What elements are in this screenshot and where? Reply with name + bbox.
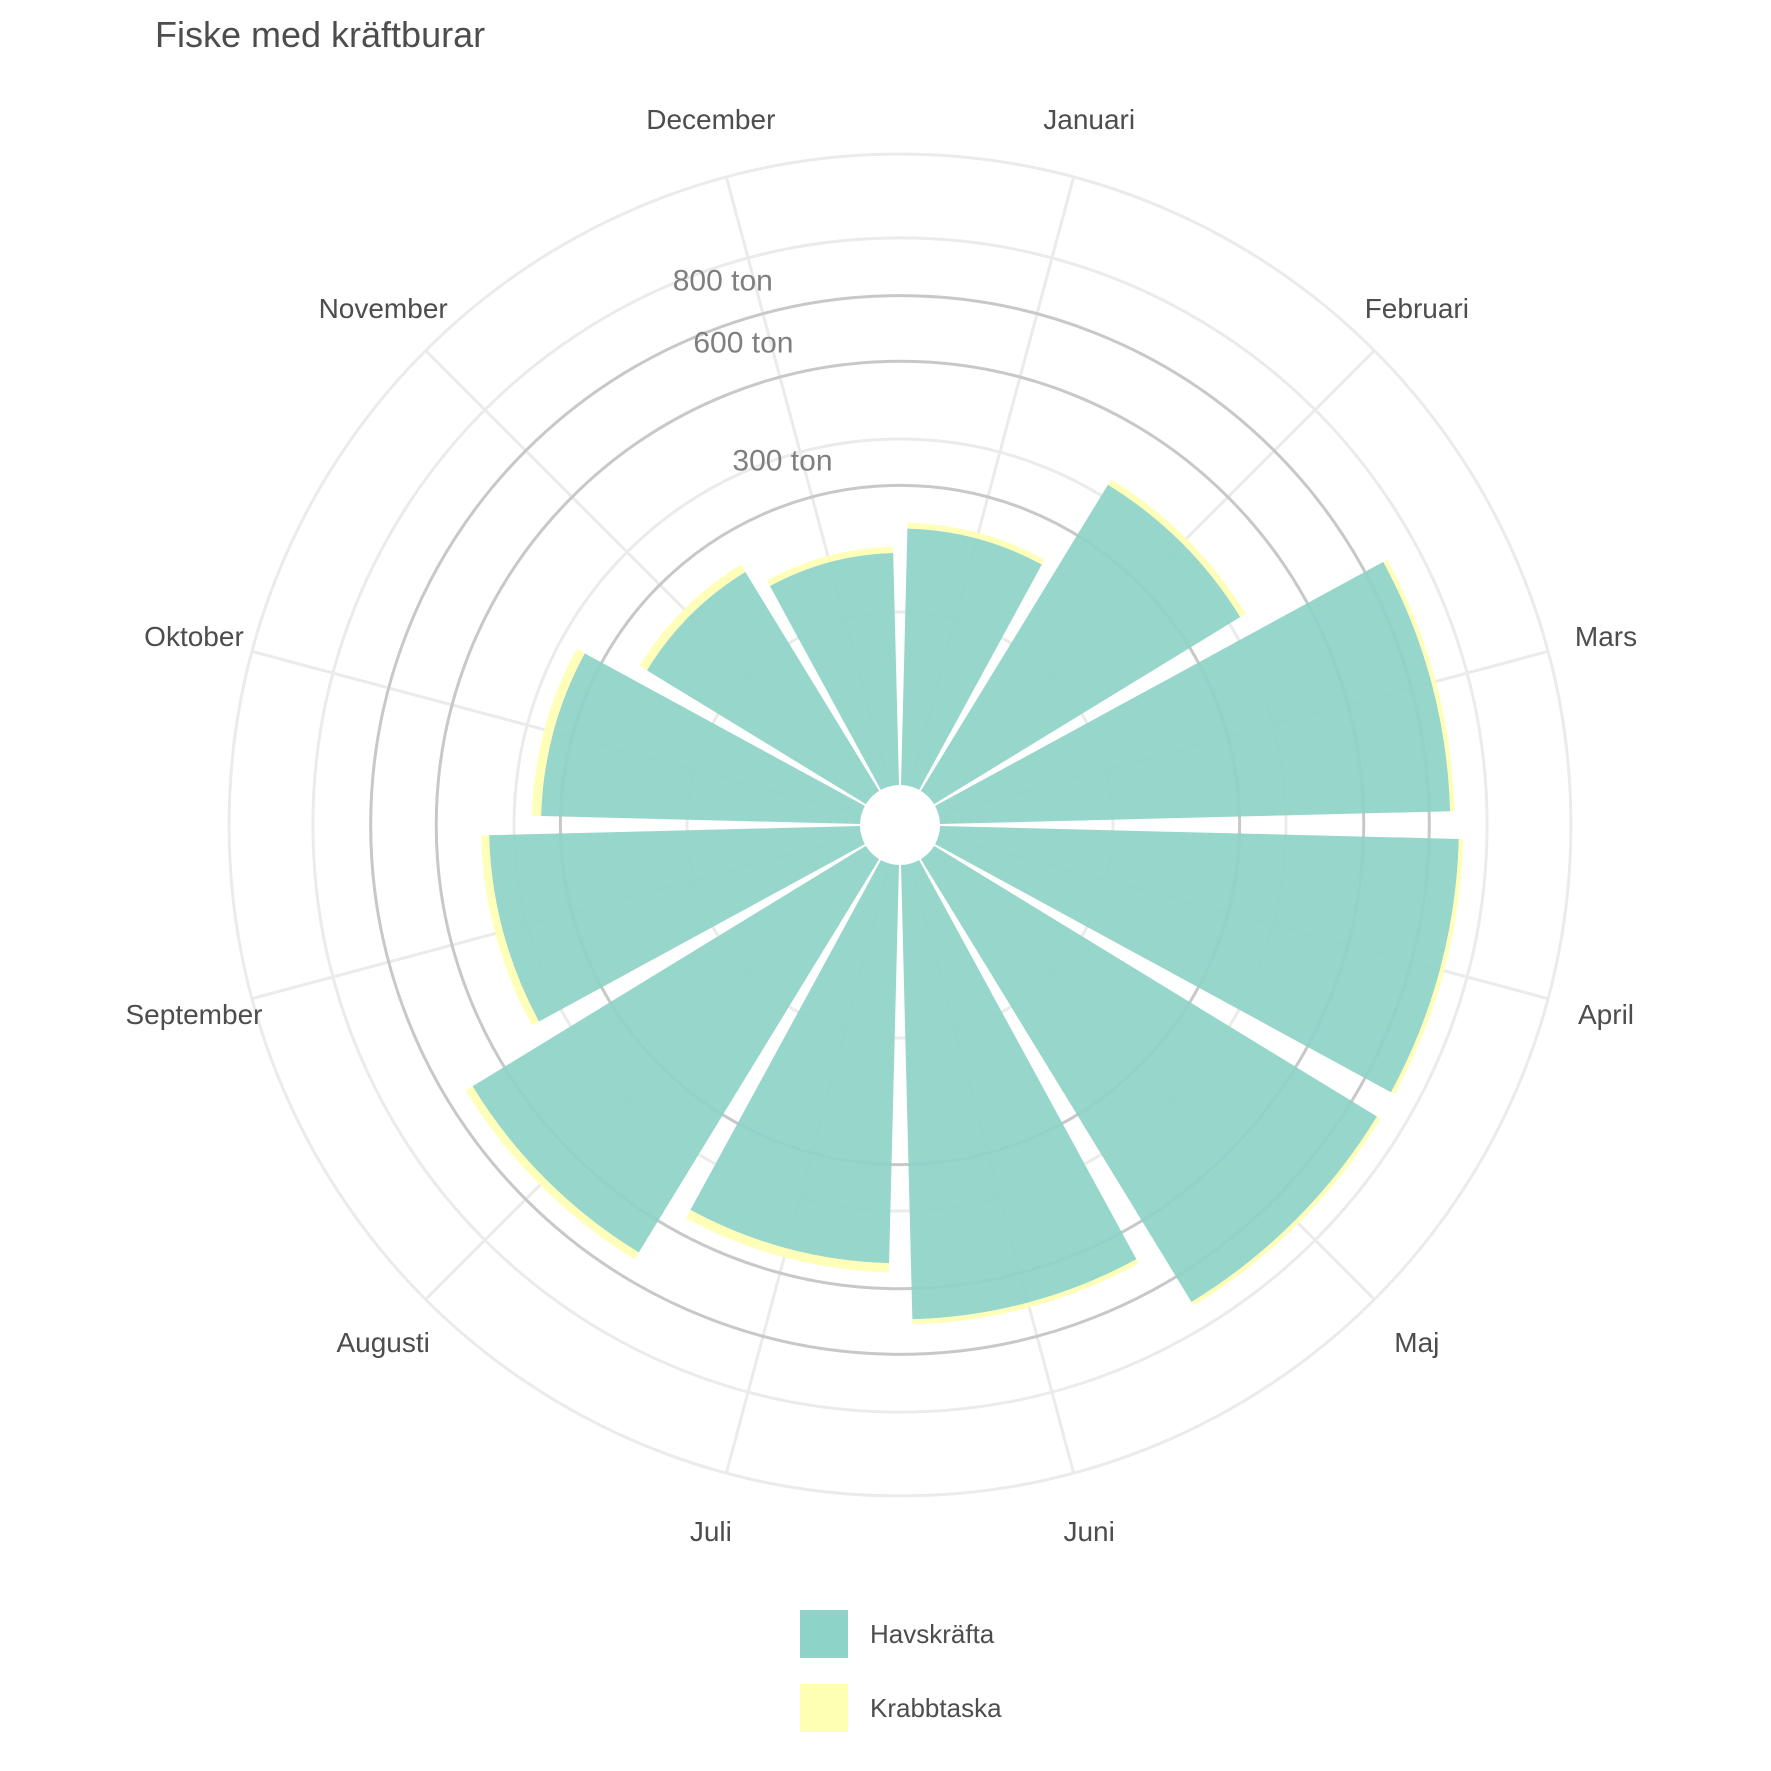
bar-krabbtaska-februari	[1107, 479, 1246, 618]
bar-krabbtaska-juli	[685, 1209, 890, 1273]
bar-havskrfta-februari	[920, 484, 1241, 805]
legend-label: Havskräfta	[870, 1618, 995, 1649]
category-label-november: November	[319, 293, 448, 324]
bar-havskrfta-november	[646, 571, 880, 805]
legend: Havskräfta Krabbtaska	[800, 1610, 1002, 1758]
bar-havskrfta-april	[935, 825, 1459, 1093]
legend-label: Krabbtaska	[870, 1692, 1002, 1723]
bar-havskrfta-december	[769, 552, 900, 790]
tick-circle	[369, 294, 1431, 1356]
grid-circle	[512, 437, 1288, 1213]
bar-krabbtaska-september	[481, 835, 539, 1026]
bar-havskrfta-september	[489, 825, 865, 1022]
bar-havskrfta-oktober	[541, 653, 865, 825]
bar-krabbtaska-december	[766, 546, 894, 587]
category-label-januari: Januari	[1043, 104, 1135, 135]
tick-circle	[558, 483, 1242, 1167]
radial-tick-label: 800 ton	[673, 264, 773, 297]
grid-circle	[685, 610, 1115, 1040]
bar-havskrfta-mars	[935, 561, 1451, 825]
category-label-september: September	[126, 999, 263, 1030]
bar-krabbtaska-november	[639, 564, 746, 671]
category-label-oktober: Oktober	[144, 621, 244, 652]
category-label-april: April	[1578, 999, 1634, 1030]
bar-krabbtaska-augusti	[465, 1086, 639, 1260]
bar-havskrfta-juli	[690, 860, 900, 1264]
bar-krabbtaska-oktober	[531, 648, 585, 817]
legend-item-krabbtaska: Krabbtaska	[800, 1684, 1002, 1732]
category-label-maj: Maj	[1394, 1327, 1439, 1358]
bar-havskrfta-augusti	[472, 845, 880, 1253]
category-label-februari: Februari	[1365, 293, 1469, 324]
grid-circle	[311, 236, 1489, 1414]
legend-item-havskrafta: Havskräfta	[800, 1610, 1002, 1658]
bar-havskrfta-maj	[920, 845, 1377, 1302]
grid-circle	[227, 152, 1573, 1498]
radial-tick-label: 300 ton	[732, 444, 832, 477]
bar-havskrfta-januari	[900, 528, 1042, 790]
category-label-mars: Mars	[1575, 621, 1637, 652]
category-label-december: December	[646, 104, 775, 135]
radial-tick-labels: 300 ton 600 ton 800 ton	[673, 264, 833, 477]
category-labels: Januari Februari Mars April Maj Juni Juli Augus…	[126, 104, 1638, 1547]
bar-havskrfta-juni	[900, 860, 1137, 1320]
tick-circle	[434, 359, 1366, 1291]
category-label-augusti: Augusti	[336, 1327, 429, 1358]
grid	[227, 152, 1573, 1498]
chart-title: Fiske med kräftburar	[155, 14, 486, 55]
bars	[465, 479, 1464, 1325]
radial-tick-label: 600 ton	[693, 327, 793, 360]
category-label-juli: Juli	[690, 1516, 732, 1547]
legend-swatch	[800, 1684, 848, 1732]
category-label-juni: Juni	[1063, 1516, 1114, 1547]
bar-krabbtaska-januari	[907, 522, 1045, 565]
legend-swatch	[800, 1610, 848, 1658]
